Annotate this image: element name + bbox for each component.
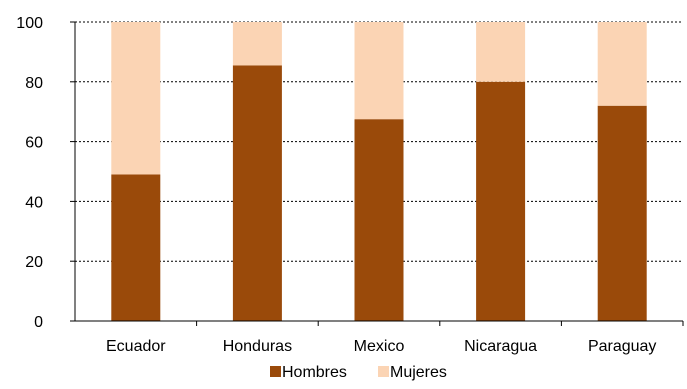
- axes: [70, 21, 684, 326]
- legend-label-hombres: Hombres: [282, 364, 347, 381]
- bar-mujeres-paraguay: [597, 22, 647, 106]
- legend-swatch-hombres: [270, 366, 281, 377]
- bar-mujeres-nicaragua: [476, 22, 526, 82]
- y-tick-label-0: 0: [34, 314, 43, 331]
- bar-mujeres-ecuador: [111, 22, 161, 175]
- y-tick-label-20: 20: [25, 254, 43, 271]
- y-tick-label-60: 60: [25, 135, 43, 152]
- bar-hombres-honduras: [232, 65, 282, 321]
- bars: [111, 22, 647, 321]
- bar-mujeres-honduras: [232, 22, 282, 66]
- x-category-label-nicaragua: Nicaragua: [464, 338, 537, 355]
- y-tick-labels: 0 20 40 60 80 100: [16, 15, 43, 331]
- bar-mujeres-mexico: [354, 22, 404, 120]
- legend-swatch-mujeres: [378, 366, 389, 377]
- x-category-label-paraguay: Paraguay: [588, 338, 657, 355]
- legend-label-mujeres: Mujeres: [390, 364, 447, 381]
- bar-hombres-ecuador: [111, 174, 161, 321]
- x-category-labels: Ecuador Honduras Mexico Nicaragua Paraguay: [106, 338, 656, 355]
- y-tick-label-100: 100: [16, 15, 43, 32]
- x-category-label-honduras: Honduras: [223, 338, 292, 355]
- x-category-label-ecuador: Ecuador: [106, 338, 166, 355]
- bar-hombres-paraguay: [597, 105, 647, 321]
- bar-hombres-mexico: [354, 119, 404, 321]
- y-tick-label-40: 40: [25, 194, 43, 211]
- x-category-label-mexico: Mexico: [354, 338, 405, 355]
- bar-hombres-nicaragua: [476, 81, 526, 321]
- y-tick-label-80: 80: [25, 75, 43, 92]
- legend: Hombres Mujeres: [270, 364, 447, 381]
